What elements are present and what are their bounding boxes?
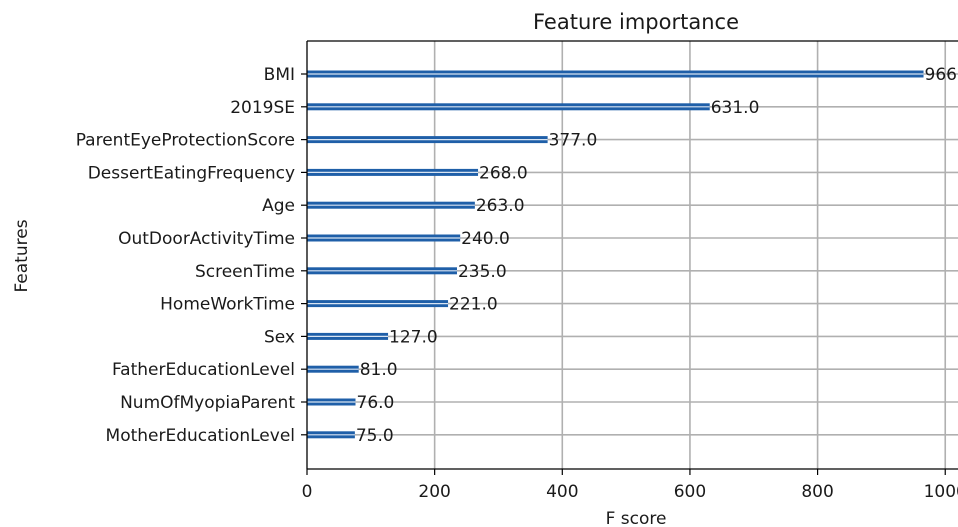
category-label: FatherEducationLevel <box>112 360 295 380</box>
data-label: 221.0 <box>449 295 498 315</box>
category-label: ScreenTime <box>195 262 295 282</box>
x-axis-title: F score <box>606 509 667 527</box>
axis-layer <box>301 40 958 475</box>
bar-layer <box>307 70 924 439</box>
category-label: DessertEatingFrequency <box>88 163 295 183</box>
x-tick-label: 400 <box>546 482 578 502</box>
x-tick-label: 0 <box>302 482 313 502</box>
x-tick-label: 200 <box>418 482 450 502</box>
data-label: 263.0 <box>476 196 525 216</box>
data-label: 235.0 <box>458 262 507 282</box>
category-label: 2019SE <box>230 98 295 118</box>
y-axis-title: Features <box>12 219 32 292</box>
data-label: 75.0 <box>356 426 394 446</box>
data-label: 966.0 <box>925 65 958 85</box>
label-layer: 0 200 400 600 800 1000 BMI 2019SE ParentEyeProte… <box>76 65 958 502</box>
x-tick-label: 1000 <box>924 482 958 502</box>
data-label: 76.0 <box>357 393 395 413</box>
data-label: 377.0 <box>549 131 598 151</box>
category-label: NumOfMyopiaParent <box>120 393 295 413</box>
data-label: 240.0 <box>461 229 510 249</box>
chart-title: Feature importance <box>533 10 739 34</box>
category-label: OutDoorActivityTime <box>118 229 295 249</box>
x-tick-label: 800 <box>801 482 833 502</box>
data-label: 127.0 <box>389 327 438 347</box>
category-label: HomeWorkTime <box>160 295 295 315</box>
category-label: ParentEyeProtectionScore <box>76 131 295 151</box>
category-label: Age <box>262 196 295 216</box>
category-label: Sex <box>264 327 295 347</box>
data-label: 631.0 <box>711 98 760 118</box>
x-tick-label: 600 <box>674 482 706 502</box>
data-label: 268.0 <box>479 163 528 183</box>
category-label: MotherEducationLevel <box>106 426 295 446</box>
data-label: 81.0 <box>360 360 398 380</box>
category-label: BMI <box>264 65 295 85</box>
